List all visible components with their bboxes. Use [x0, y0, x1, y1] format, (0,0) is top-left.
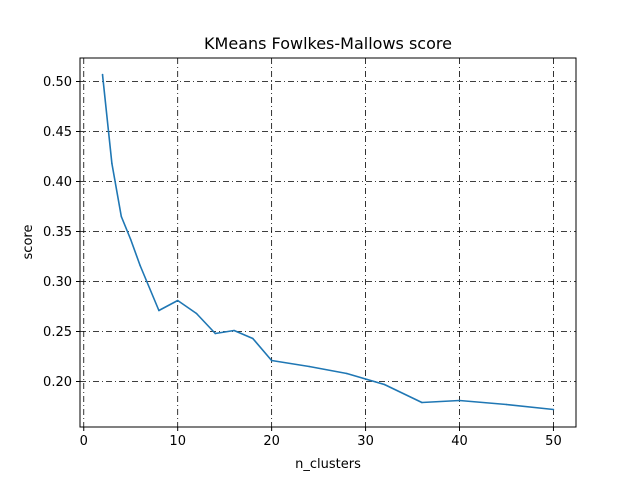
y-tick-label: 0.20 [43, 375, 72, 390]
x-tick-label: 0 [80, 434, 88, 449]
y-tick-label: 0.40 [43, 175, 72, 190]
x-tick-label: 30 [357, 434, 374, 449]
y-tick-label: 0.50 [43, 75, 72, 90]
data-point [120, 215, 123, 218]
data-point [252, 337, 254, 340]
data-point [195, 312, 198, 315]
x-tick-label: 50 [545, 434, 562, 449]
data-point [101, 73, 104, 76]
x-tick-label: 10 [169, 434, 186, 449]
data-point [458, 399, 461, 402]
data-point [345, 372, 348, 375]
data-point [111, 162, 113, 165]
x-tick-label: 20 [263, 434, 280, 449]
x-tick-label: 40 [451, 434, 468, 449]
y-tick-label: 0.30 [43, 275, 72, 290]
data-series [101, 73, 555, 411]
axis-ticks: 0 10 20 30 40 50 0.20 0.25 0.30 0.35 0.40 0.45 0.50 [43, 75, 562, 449]
data-point [233, 329, 235, 332]
y-tick-label: 0.45 [43, 125, 72, 140]
chart-title: KMeans Fowlkes-Mallows score [204, 34, 452, 53]
data-point [505, 403, 508, 406]
series-line [101, 74, 554, 411]
data-point [270, 359, 273, 362]
data-point [214, 332, 217, 335]
y-tick-label: 0.25 [43, 325, 72, 340]
y-tick-label: 0.35 [43, 225, 72, 240]
grid-lines [80, 58, 576, 427]
data-point [308, 365, 311, 368]
data-point [129, 238, 132, 241]
data-point [139, 264, 141, 267]
y-axis-label: score [21, 225, 36, 260]
data-point [176, 299, 179, 302]
data-point [383, 383, 386, 386]
data-point [552, 408, 555, 411]
data-point [421, 401, 423, 404]
data-point [158, 309, 160, 312]
x-axis-label: n_clusters [295, 457, 361, 472]
plot-frame [79, 57, 577, 428]
